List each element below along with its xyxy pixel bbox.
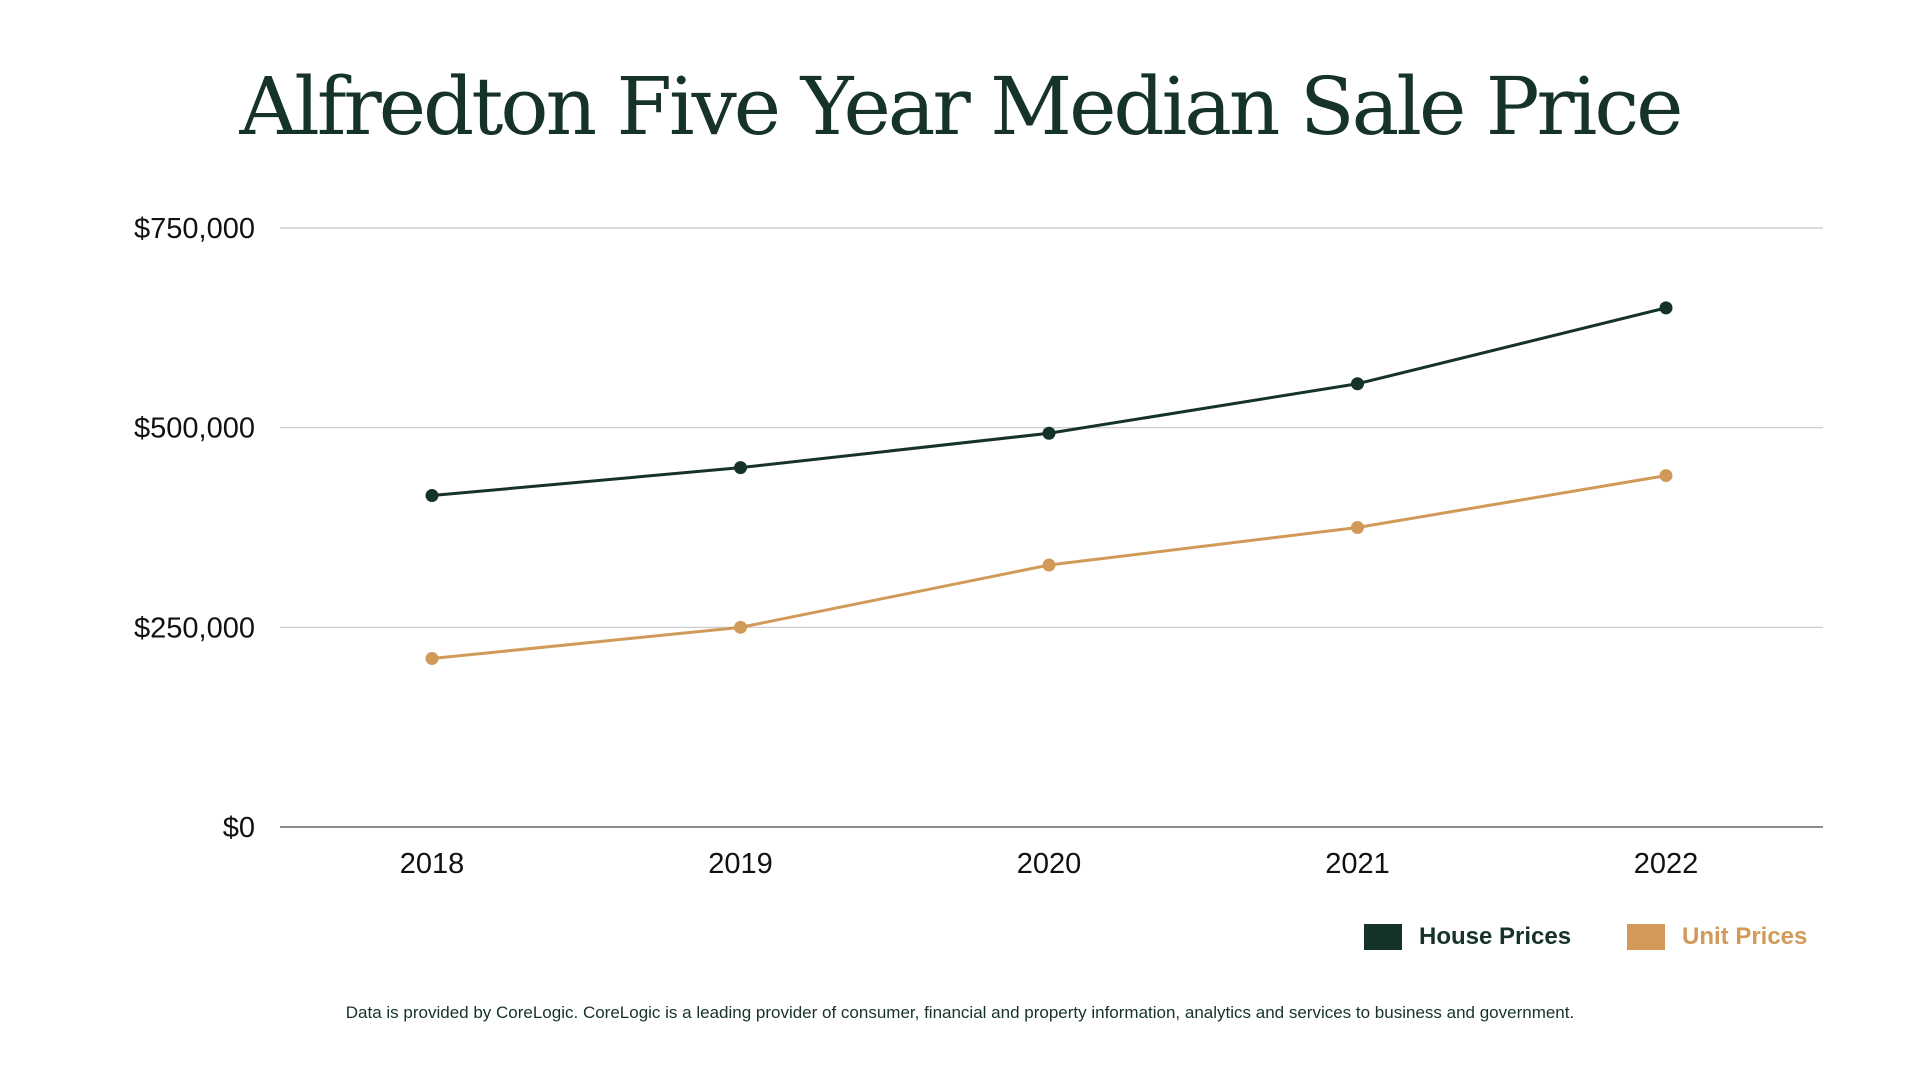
y-tick-label: $750,000 <box>134 213 255 245</box>
chart-title: Alfredton Five Year Median Sale Price <box>239 60 1683 153</box>
y-axis-ticks: $0 $250,000 $500,000 $750,000 <box>134 213 255 844</box>
data-point-house <box>734 461 747 475</box>
data-point-house <box>1351 377 1364 391</box>
series-lines <box>425 301 1673 665</box>
data-point-unit <box>734 620 747 634</box>
series-line-house-prices <box>431 306 1667 498</box>
legend-item-unit-prices: Unit Prices <box>1627 921 1807 953</box>
legend-label-house: House Prices <box>1419 923 1572 950</box>
y-tick-label: $250,000 <box>134 612 255 644</box>
gridlines <box>280 227 1823 828</box>
data-point-house <box>1659 301 1673 315</box>
data-point-house <box>1042 426 1056 440</box>
data-point-unit <box>1351 521 1364 534</box>
data-point-house <box>425 489 439 503</box>
x-tick-label: 2020 <box>1017 848 1082 880</box>
data-point-unit <box>425 651 439 665</box>
legend-label-unit: Unit Prices <box>1682 923 1808 950</box>
x-tick-label: 2021 <box>1325 848 1390 880</box>
x-axis-ticks: 2018 2019 2020 2021 2022 <box>400 848 1699 880</box>
legend-item-house-prices: House Prices <box>1364 921 1571 953</box>
data-point-unit <box>1042 558 1056 572</box>
y-tick-label: $500,000 <box>134 413 255 445</box>
x-tick-label: 2019 <box>708 848 773 880</box>
x-tick-label: 2018 <box>400 848 465 880</box>
y-tick-label: $0 <box>223 812 255 844</box>
x-tick-label: 2022 <box>1634 848 1699 880</box>
legend-swatch-unit <box>1627 924 1665 950</box>
footnote: Data is provided by CoreLogic. CoreLogic… <box>345 1003 1575 1022</box>
data-point-unit <box>1659 469 1673 483</box>
legend-swatch-house <box>1364 924 1402 950</box>
